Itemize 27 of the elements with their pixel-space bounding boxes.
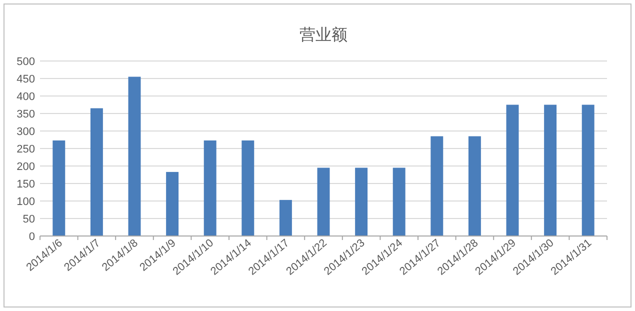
- y-tick-label: 400: [16, 91, 35, 103]
- y-tick-label: 100: [16, 196, 35, 208]
- bar: [242, 140, 254, 236]
- y-tick-label: 150: [16, 178, 35, 190]
- y-tick-label: 300: [16, 126, 35, 138]
- y-tick-label: 50: [22, 214, 35, 226]
- bar: [582, 104, 594, 236]
- bar: [52, 140, 66, 236]
- chart-title: 营业额: [300, 26, 348, 44]
- bar: [90, 108, 103, 236]
- y-tick-label: 200: [16, 161, 35, 173]
- bar: [544, 104, 557, 236]
- bar: [355, 168, 368, 236]
- y-tick-label: 500: [16, 56, 35, 68]
- bar: [279, 200, 292, 236]
- bar: [204, 140, 216, 236]
- bar: [392, 168, 406, 236]
- y-tick-label: 0: [28, 231, 35, 243]
- bar: [317, 168, 330, 236]
- bar: [166, 172, 179, 236]
- y-tick-label: 350: [16, 108, 35, 120]
- bar: [506, 104, 519, 236]
- y-tick-label: 450: [16, 74, 35, 86]
- bar: [430, 136, 444, 236]
- bar: [128, 76, 141, 236]
- y-tick-label: 250: [16, 144, 35, 156]
- bar: [468, 136, 481, 236]
